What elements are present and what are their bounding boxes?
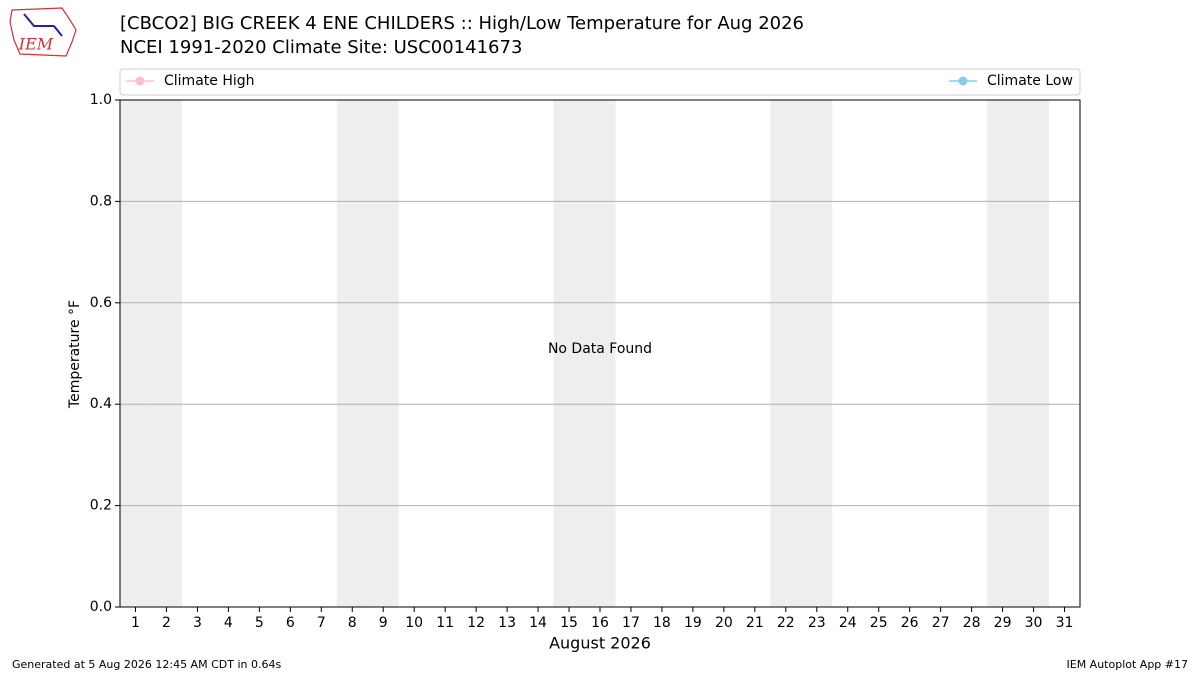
legend-marker: [958, 76, 968, 86]
footer-right: IEM Autoplot App #17: [1067, 658, 1189, 671]
chart-subtitle: NCEI 1991-2020 Climate Site: USC00141673: [120, 37, 522, 58]
weekend-band: [336, 100, 368, 607]
y-tick-label: 0.0: [90, 599, 112, 615]
plot-frame: [119, 99, 1081, 608]
y-tick-label: 0.8: [90, 193, 112, 209]
y-tick-label: 1.0: [90, 92, 112, 108]
x-tick-label: 17: [622, 615, 640, 631]
x-tick-label: 8: [348, 615, 357, 631]
x-tick-label: 26: [901, 615, 919, 631]
annotation: No Data Found: [548, 341, 652, 357]
legend-label: Climate High: [164, 73, 255, 89]
weekend-band: [1018, 100, 1050, 607]
x-tick-label: 16: [591, 615, 609, 631]
x-tick-label: 28: [963, 615, 981, 631]
x-tick-label: 9: [379, 615, 388, 631]
y-axis-label: Temperature °F: [67, 300, 83, 409]
weekend-band: [584, 100, 616, 607]
x-tick-label: 20: [715, 615, 733, 631]
x-tick-label: 27: [932, 615, 950, 631]
weekend-band: [801, 100, 833, 607]
x-tick-label: 25: [870, 615, 888, 631]
x-tick-label: 4: [224, 615, 233, 631]
x-tick-label: 15: [560, 615, 578, 631]
y-tick-label: 0.4: [90, 396, 112, 412]
x-tick-label: 14: [529, 615, 547, 631]
logo-mark: [23, 13, 63, 37]
x-tick-label: 11: [436, 615, 454, 631]
x-tick-label: 10: [405, 615, 423, 631]
x-axis-label: August 2026: [549, 634, 651, 653]
footer-left: Generated at 5 Aug 2026 12:45 AM CDT in …: [12, 658, 281, 671]
y-tick-label: 0.2: [90, 498, 112, 514]
x-tick-label: 18: [653, 615, 671, 631]
chart-title: [CBCO2] BIG CREEK 4 ENE CHILDERS :: High…: [120, 13, 804, 34]
x-tick-label: 24: [839, 615, 857, 631]
weekend-band: [150, 100, 182, 607]
x-tick-label: 3: [193, 615, 202, 631]
x-tick-label: 30: [1025, 615, 1043, 631]
x-tick-label: 5: [255, 615, 264, 631]
legend-box: [119, 68, 1081, 96]
y-tick-label: 0.6: [90, 295, 112, 311]
x-tick-label: 22: [777, 615, 795, 631]
x-tick-label: 13: [498, 615, 516, 631]
x-tick-label: 19: [684, 615, 702, 631]
weekend-band: [770, 100, 802, 607]
x-tick-label: 2: [162, 615, 171, 631]
x-tick-label: 7: [317, 615, 326, 631]
x-tick-label: 1: [131, 615, 140, 631]
weekend-band: [120, 100, 151, 607]
x-tick-label: 21: [746, 615, 764, 631]
weekend-band: [367, 100, 399, 607]
x-tick-label: 23: [808, 615, 826, 631]
legend-label: Climate Low: [987, 73, 1073, 89]
logo-outline: [9, 7, 77, 57]
weekend-band: [553, 100, 585, 607]
x-tick-label: 31: [1056, 615, 1074, 631]
logo-text: IEM: [18, 35, 54, 54]
weekend-band: [987, 100, 1019, 607]
logo: IEM: [9, 7, 77, 57]
x-tick-label: 6: [286, 615, 295, 631]
x-tick-label: 29: [994, 615, 1012, 631]
legend-marker: [135, 76, 145, 86]
x-tick-label: 12: [467, 615, 485, 631]
